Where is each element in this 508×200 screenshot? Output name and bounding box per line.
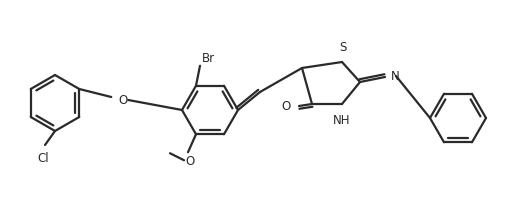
Text: N: N [391, 71, 400, 84]
Text: O: O [119, 95, 128, 108]
Text: S: S [339, 41, 346, 54]
Text: O: O [185, 155, 195, 168]
Text: NH: NH [333, 114, 351, 127]
Text: Br: Br [202, 52, 215, 65]
Text: Cl: Cl [37, 152, 49, 165]
Text: O: O [282, 99, 291, 112]
